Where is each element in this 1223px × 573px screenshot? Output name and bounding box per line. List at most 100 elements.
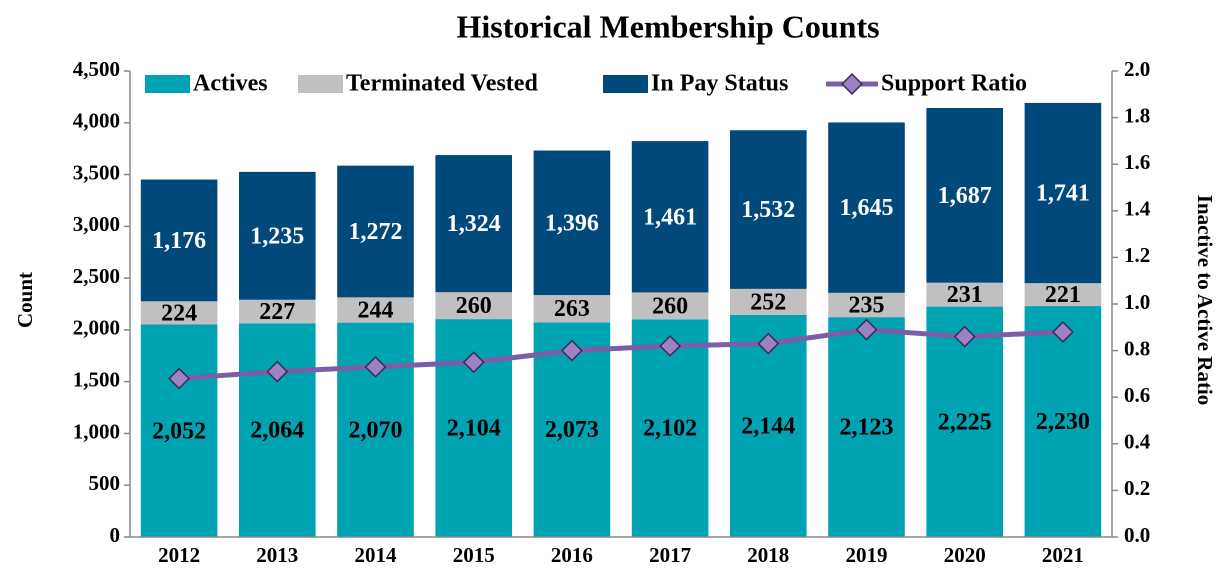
bar-segment	[140, 301, 218, 325]
bar-segment	[140, 324, 218, 537]
x-tick-label: 2015	[453, 543, 495, 567]
bar-segment	[926, 107, 1003, 283]
data-label: 252	[750, 289, 786, 315]
y2-tick-label: 1.0	[1124, 290, 1150, 314]
legend-label: Terminated Vested	[346, 71, 538, 97]
data-label: 1,235	[250, 223, 304, 249]
line-marker	[659, 334, 682, 357]
y2-tick-label: 0.8	[1124, 336, 1150, 360]
y2-tick-label: 1.6	[1124, 150, 1150, 174]
bar-segment	[1024, 283, 1102, 307]
y-axis-label: Count	[13, 272, 37, 328]
y2-axis-label: Inactive to Active Ratio	[1193, 195, 1217, 406]
data-label: 224	[161, 300, 197, 326]
data-label: 2,144	[741, 413, 795, 439]
bar-segment	[239, 323, 316, 537]
bar-segment	[730, 130, 807, 289]
line-series	[178, 327, 1064, 382]
data-label: 221	[1045, 282, 1081, 308]
bar-segment	[337, 297, 414, 323]
legend-marker	[841, 73, 863, 95]
bar-segment	[926, 282, 1003, 307]
y2-tick-label: 0.0	[1124, 523, 1150, 547]
bar-segment	[533, 295, 611, 323]
bar-segment	[631, 141, 709, 293]
data-label: 235	[849, 292, 885, 318]
legend-label: In Pay Status	[651, 71, 788, 97]
line-marker	[560, 339, 583, 362]
x-tick-label: 2018	[747, 543, 789, 567]
line-marker	[953, 325, 976, 348]
data-label: 244	[358, 298, 394, 324]
data-label: 2,070	[349, 417, 403, 443]
data-label: 263	[554, 296, 590, 322]
data-label: 2,073	[545, 417, 599, 443]
y2-tick-label: 1.4	[1124, 197, 1151, 221]
x-tick-label: 2013	[256, 543, 298, 567]
bar-segment	[631, 292, 709, 320]
bar-segment	[435, 155, 512, 293]
y-tick-label: 2,000	[73, 316, 120, 340]
data-label: 2,225	[938, 409, 992, 435]
bar-segment	[828, 317, 905, 537]
data-label: 1,645	[840, 195, 894, 221]
y-tick-label: 3,000	[73, 212, 120, 236]
line-marker	[462, 351, 485, 374]
data-label: 1,461	[643, 204, 697, 230]
data-label: 1,176	[152, 228, 206, 254]
line-marker	[855, 318, 878, 341]
y-tick-label: 4,000	[73, 109, 120, 133]
bar-segment	[1024, 306, 1102, 537]
y-tick-label: 0	[110, 523, 121, 547]
y2-tick-label: 1.2	[1124, 243, 1150, 267]
data-label: 227	[259, 299, 295, 325]
legend-label: Actives	[193, 71, 268, 97]
data-label: 2,104	[447, 416, 501, 442]
bar-segment	[828, 122, 905, 293]
bar-segment	[533, 150, 611, 296]
line-marker	[168, 367, 191, 390]
y2-tick-label: 0.6	[1124, 383, 1150, 407]
legend-swatch	[145, 75, 190, 93]
bar-segment	[239, 299, 316, 324]
data-label: 2,052	[152, 418, 206, 444]
data-label: 260	[652, 293, 688, 319]
data-label: 2,102	[643, 416, 697, 442]
bar-segment	[828, 292, 905, 318]
data-label: 1,741	[1036, 181, 1090, 207]
data-label: 260	[456, 293, 492, 319]
x-tick-label: 2020	[944, 543, 986, 567]
y2-tick-label: 2.0	[1124, 57, 1150, 81]
data-label: 1,324	[447, 211, 501, 237]
x-tick-label: 2019	[846, 543, 888, 567]
y-tick-label: 1,000	[73, 419, 120, 443]
y2-tick-label: 0.4	[1124, 430, 1151, 454]
line-marker	[757, 332, 780, 355]
bar-segment	[435, 292, 512, 320]
bar-segment	[730, 288, 807, 315]
y-tick-label: 1,500	[73, 367, 120, 391]
x-tick-label: 2021	[1042, 543, 1084, 567]
y-tick-label: 4,500	[73, 57, 120, 81]
line-marker	[266, 360, 289, 383]
bar-segment	[140, 179, 218, 302]
line-marker	[1051, 320, 1074, 343]
legend-swatch	[298, 75, 343, 93]
bar-segment	[1024, 102, 1102, 284]
legend-label: Support Ratio	[881, 71, 1027, 97]
legend-swatch	[603, 75, 648, 93]
data-label: 231	[947, 282, 983, 308]
x-tick-label: 2017	[649, 543, 691, 567]
data-label: 2,230	[1036, 409, 1090, 435]
data-label: 1,687	[938, 183, 992, 209]
chart-title: Historical Membership Counts	[456, 8, 879, 44]
data-label: 1,532	[741, 197, 795, 223]
y-tick-label: 3,500	[73, 160, 120, 184]
data-label: 2,123	[840, 415, 894, 441]
x-tick-label: 2016	[551, 543, 593, 567]
bar-segment	[239, 171, 316, 300]
x-tick-label: 2012	[158, 543, 200, 567]
data-label: 2,064	[250, 418, 304, 444]
y-tick-label: 500	[89, 471, 121, 495]
